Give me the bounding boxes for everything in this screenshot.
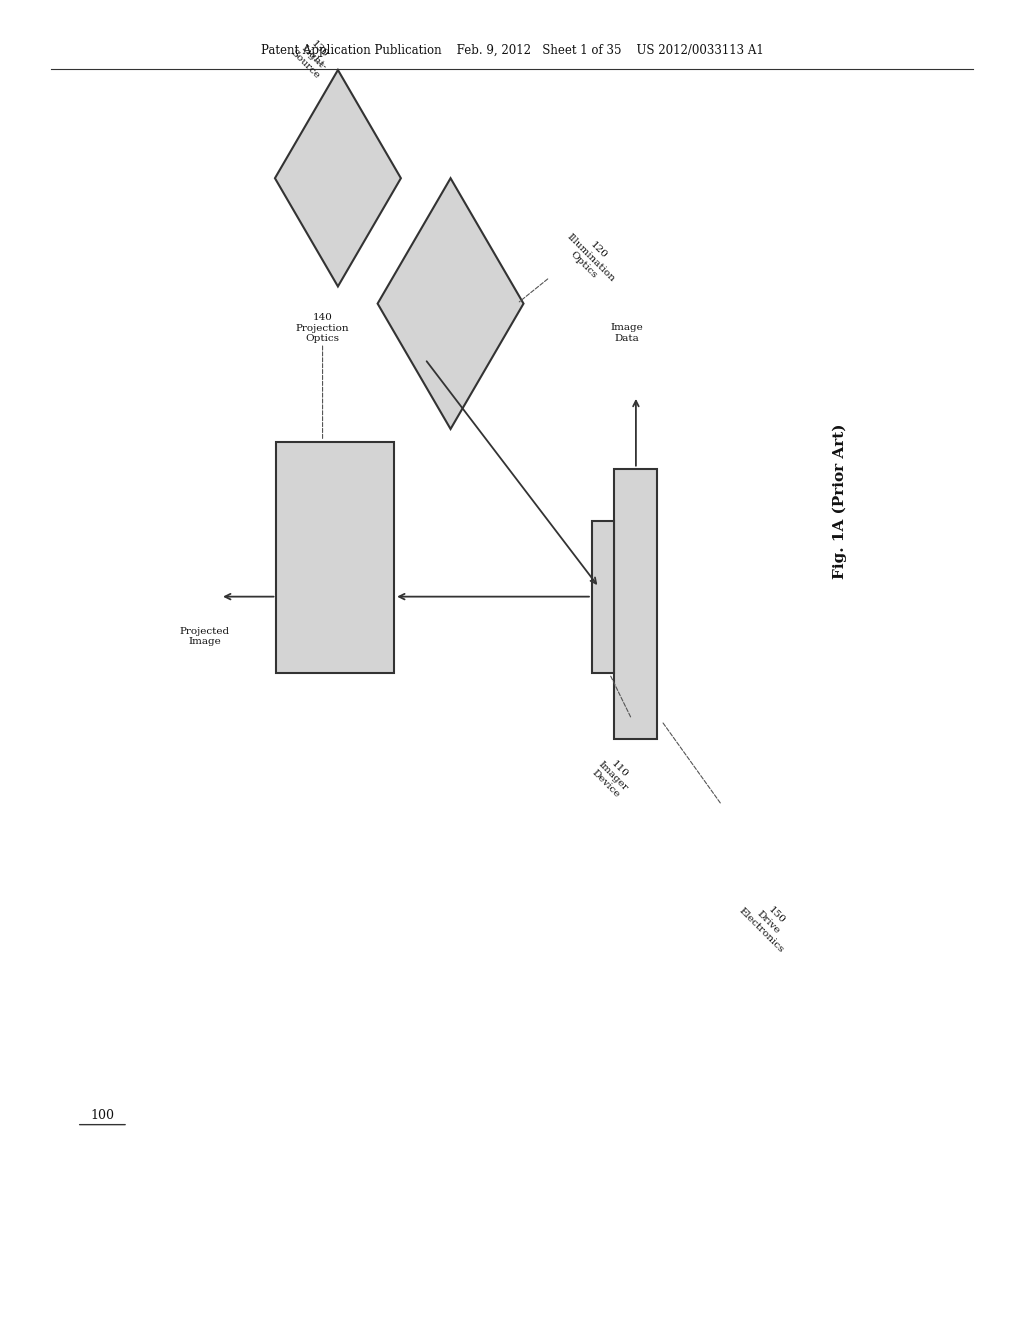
FancyBboxPatch shape (276, 442, 394, 673)
Polygon shape (274, 70, 401, 286)
FancyBboxPatch shape (614, 469, 657, 739)
Text: Image
Data: Image Data (610, 323, 643, 343)
Text: Fig. 1A (Prior Art): Fig. 1A (Prior Art) (833, 424, 847, 579)
Polygon shape (378, 178, 523, 429)
Text: 100: 100 (90, 1109, 115, 1122)
Text: Projected
Image: Projected Image (180, 627, 229, 647)
Text: Patent Application Publication    Feb. 9, 2012   Sheet 1 of 35    US 2012/003311: Patent Application Publication Feb. 9, 2… (261, 44, 763, 57)
Text: 150
Drive
Electronics: 150 Drive Electronics (737, 891, 801, 954)
Text: 130
Light
Source: 130 Light Source (289, 33, 336, 81)
FancyBboxPatch shape (592, 521, 614, 673)
Text: 140
Projection
Optics: 140 Projection Optics (296, 313, 349, 343)
Text: 110
Imager
Device: 110 Imager Device (589, 752, 637, 800)
Text: 120
Illumination
Optics: 120 Illumination Optics (558, 224, 625, 290)
